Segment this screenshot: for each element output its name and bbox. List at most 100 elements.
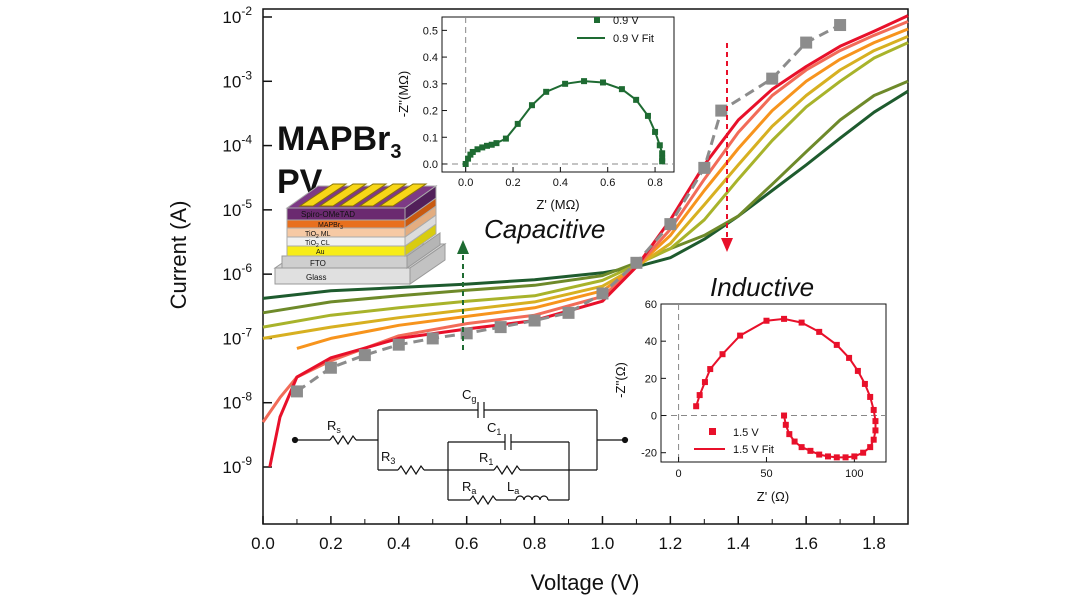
inset2-legend-marker [709,428,716,435]
inset1-y-tick-label: 0.3 [423,79,438,91]
inset1-legend: 0.9 V 0.9 V Fit [577,15,654,45]
inset2-data-point [786,431,793,438]
iv-data-point [596,287,609,300]
inset2-data-point [782,421,789,428]
inset1-x-tick-label: 0.6 [600,177,615,189]
inset2-y-label: -Z''(Ω) [613,362,628,398]
inset2-data-point [693,403,700,410]
main-plot-frame [262,8,909,525]
iv-curve [262,89,909,300]
inset1-legend-fit: 0.9 V Fit [613,33,654,45]
inset2-data-point [851,453,858,460]
inset1-data-point [474,146,481,153]
iv-curve [296,27,909,350]
iv-data-point [766,72,779,85]
iv-data-point [715,104,728,117]
inset2-data-point [737,332,744,339]
inset1-data-point [652,128,659,135]
x-tick-label: 1.6 [794,534,818,553]
y-tick-label: 10-8 [222,390,252,413]
inset1-data-point [528,102,535,109]
inset1-legend-marker [594,17,600,23]
iv-data-point [324,361,337,374]
inset1-x-tick-label: 0.8 [647,177,662,189]
y-tick-label: 10-7 [222,325,252,348]
inset1-data-point [644,112,651,119]
label-cg: Cg [462,387,476,404]
main-axis-ticks: 0.0 0.2 0.4 0.6 0.8 1.0 1.2 1.4 1.6 1.8 10-9 10-8 10… [222,4,885,553]
layer-au: Au [316,249,325,256]
capacitive-arrow [457,240,469,350]
inset2-data-point [701,379,708,386]
x-tick-label: 0.2 [319,534,343,553]
inset2-data-point [867,393,874,400]
inset2-data-point [791,438,798,445]
inset1-data-point [599,79,606,86]
inset1-data-point [656,142,663,149]
layer-glass: Glass [306,273,326,282]
iv-data-point [392,338,405,351]
inset1-data-point [465,155,472,162]
inset1-plot-content: 0.0 0.2 0.4 0.6 0.8 0.0 0.1 0.2 0.3 0.4 0.5 [423,17,674,189]
inset2-data-point [816,328,823,335]
inset1-x-tick-label: 0.2 [505,177,520,189]
x-tick-label: 0.4 [387,534,411,553]
inset2-data-point [798,319,805,326]
inset1-y-tick-label: 0.5 [423,25,438,37]
inset2-data-point [781,315,788,322]
inset2-data-point [707,366,714,373]
device-title-main: MAPBr [277,120,390,158]
iv-data-point [630,256,643,269]
inset2-x-label: Z' (Ω) [757,489,789,504]
inset2-data-point [867,444,874,451]
capacitive-label: Capacitive [484,214,605,244]
iv-curve [262,35,909,340]
inset2-legend: 1.5 V 1.5 V Fit [694,427,774,456]
label-c1: C1 [487,420,501,437]
x-tick-label: 1.4 [726,534,750,553]
inset2-y-tick-label: -20 [641,448,657,460]
inset1-data-point [659,150,666,157]
inset2-x-tick-label: 100 [845,468,863,480]
inset1-x-tick-label: 0.4 [553,177,568,189]
inset2-data-point [854,367,861,374]
inset-nyquist-0.9V: 0.0 0.2 0.4 0.6 0.8 0.0 0.1 0.2 0.3 0.4 0.5 Z' (MΩ… [396,15,675,212]
layer-tio2-cl: TiO2 CL [305,240,330,249]
inset1-data-point [483,142,490,149]
inset1-y-label: -Z''(MΩ) [396,71,411,117]
y-tick-label: 10-4 [222,133,252,156]
x-tick-label: 1.0 [591,534,615,553]
iv-curve-reference [296,23,841,393]
inset2-data-point [798,444,805,451]
device-stack-schematic: Glass FTO Au TiO2 CL TiO2 ML MAPBr3 Spir… [273,183,447,285]
label-r3: R3 [381,449,395,466]
iv-data-point [834,19,847,32]
inset2-data-point [846,354,853,361]
inset1-data-point [618,86,625,93]
inset1-data-point [543,88,550,95]
inset1-data-point [514,120,521,127]
inset1-data-point [633,96,640,103]
inset2-data-point [781,412,788,419]
layer-spiro: Spiro-OMeTAD [301,210,355,219]
inset2-data-point [872,427,879,434]
x-axis-label: Voltage (V) [531,570,640,595]
x-tick-label: 0.6 [455,534,479,553]
label-rs: Rs [327,418,341,435]
inset1-data-point [488,141,495,148]
y-tick-label: 10-5 [222,197,252,220]
inset2-y-tick-label: 40 [645,336,657,348]
inset2-x-tick-label: 50 [760,468,772,480]
iv-curve [262,41,909,329]
x-tick-label: 1.2 [659,534,683,553]
layer-mapbr3: MAPBr3 [318,222,343,231]
inset2-data-point [870,436,877,443]
inset1-data-point [469,148,476,155]
y-tick-label: 10-3 [222,68,252,91]
label-la: La [507,479,519,496]
inset2-data-point [763,317,770,324]
iv-data-point [562,306,575,319]
inset1-x-tick-label: 0.0 [458,177,473,189]
layer-tio2-ml: TiO2 ML [305,231,331,240]
